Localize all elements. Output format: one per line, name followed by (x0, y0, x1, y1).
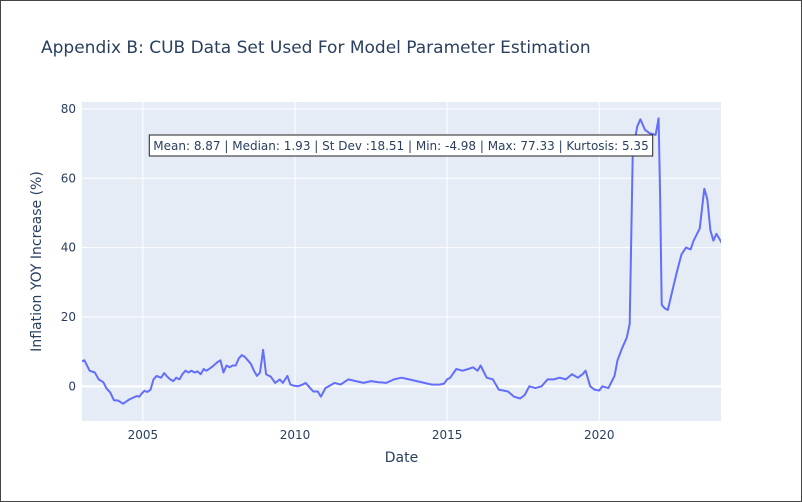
series-line (82, 117, 721, 405)
y-axis-ticks: 0 20 40 60 80 (61, 102, 76, 393)
x-axis-title: Date (385, 450, 418, 466)
y-axis-title: Inflation YOY Increase (%) (29, 171, 45, 352)
stats-annotation: Mean: 8.87 | Median: 1.93 | St Dev :18.5… (148, 134, 654, 157)
y-tick-label: 40 (61, 241, 76, 255)
y-tick-label: 60 (61, 171, 76, 185)
x-tick-label: 2015 (432, 428, 463, 442)
x-tick-label: 2010 (280, 428, 311, 442)
chart-title: Appendix B: CUB Data Set Used For Model … (41, 38, 591, 58)
y-tick-label: 0 (68, 379, 76, 393)
stats-annotation-box (148, 134, 654, 157)
x-tick-label: 2020 (584, 428, 615, 442)
y-tick-label: 20 (61, 310, 76, 324)
y-tick-label: 80 (61, 102, 76, 116)
x-axis-ticks: 2005 2010 2015 2020 (128, 428, 615, 442)
series-layer (82, 117, 721, 405)
stats-annotation-text: Mean: 8.87 | Median: 1.93 | St Dev :18.5… (153, 139, 648, 153)
x-tick-label: 2005 (128, 428, 159, 442)
